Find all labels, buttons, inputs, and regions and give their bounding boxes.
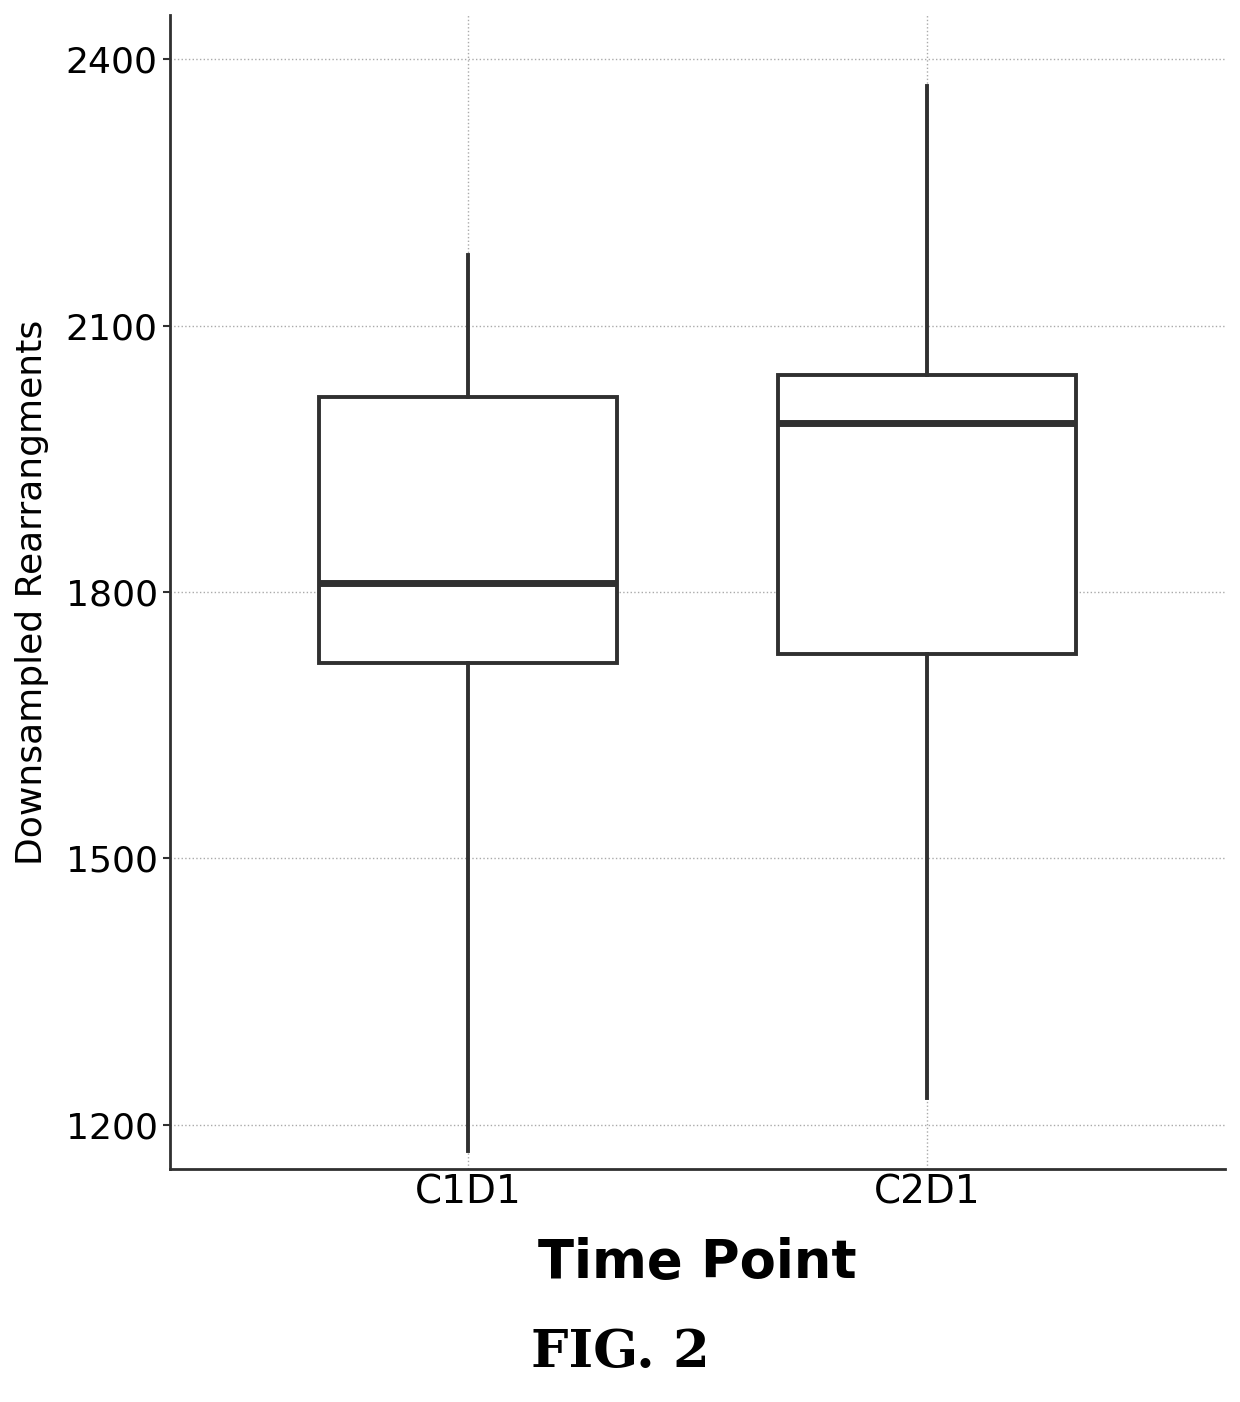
PathPatch shape	[777, 374, 1076, 655]
Text: FIG. 2: FIG. 2	[531, 1328, 709, 1378]
X-axis label: Time Point: Time Point	[538, 1237, 857, 1288]
PathPatch shape	[319, 397, 618, 663]
Y-axis label: Downsampled Rearrangments: Downsampled Rearrangments	[15, 320, 50, 865]
